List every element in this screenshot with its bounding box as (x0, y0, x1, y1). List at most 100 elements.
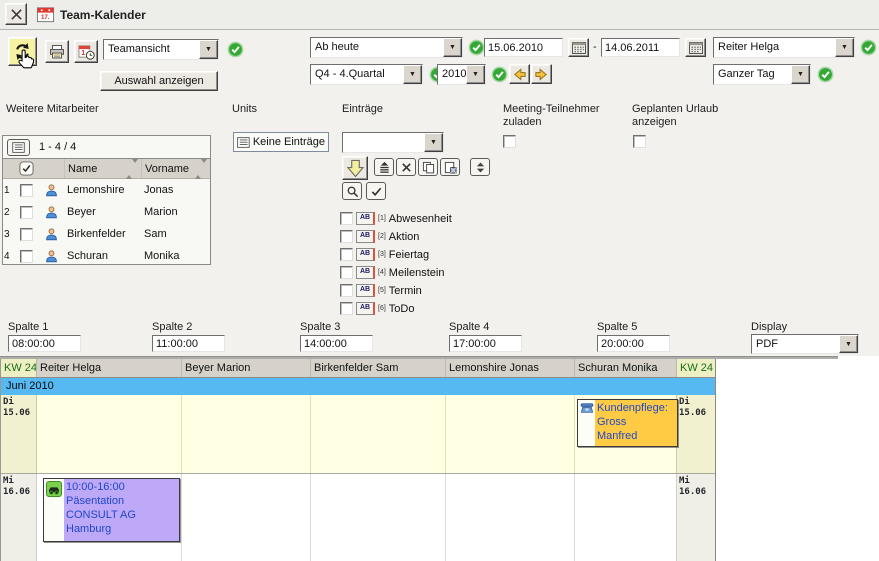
confirm-button[interactable] (366, 182, 386, 200)
allday-select[interactable]: Ganzer Tag ▼ (713, 64, 811, 85)
column-header-vorname[interactable]: Vorname (141, 158, 210, 179)
sort-icon[interactable] (126, 158, 138, 179)
next-button[interactable] (531, 64, 552, 84)
entry-type-checkbox[interactable] (340, 248, 353, 261)
range-select[interactable]: Ab heute ▼ (310, 37, 463, 58)
chevron-down-icon[interactable]: ▼ (403, 65, 422, 84)
check-circle-icon (817, 66, 834, 83)
show-selection-button[interactable]: Auswahl anzeigen (100, 71, 218, 91)
paste-button[interactable] (440, 158, 460, 176)
date-from-field[interactable] (485, 39, 562, 56)
day-weekday: Mi (3, 476, 14, 486)
units-empty-box: Keine Einträge (233, 132, 329, 152)
day-label: Mi 16.06 (1, 474, 37, 561)
date-to-field[interactable] (602, 39, 679, 56)
pager-list-button[interactable] (7, 138, 30, 156)
meeting-label-line2: zuladen (503, 116, 542, 128)
column-header-vorname-label: Vorname (145, 162, 190, 175)
calendar-cell[interactable] (446, 474, 575, 561)
view-select[interactable]: Teamansicht ▼ (103, 39, 219, 60)
row-checkbox[interactable] (20, 227, 33, 241)
spalte-5-field[interactable] (598, 336, 669, 351)
entry-type-checkbox[interactable] (340, 212, 353, 225)
table-row[interactable]: 1 Lemonshire Jonas (3, 179, 210, 201)
entry-type-label: Aktion (388, 230, 420, 243)
calendar-cell[interactable] (446, 395, 575, 473)
calendar-cell[interactable] (575, 474, 677, 561)
move-top-icon (379, 161, 389, 173)
date-from-picker-button[interactable] (568, 38, 589, 57)
check-circle-icon (491, 66, 508, 83)
ab-badge-icon: AB (356, 230, 375, 243)
date-picker-icon (571, 41, 586, 54)
person-select[interactable]: Reiter Helga ▼ (713, 37, 855, 58)
table-row[interactable]: 4 Schuran Monika (3, 245, 210, 267)
quarter-select-value: Q4 - 4.Quartal (315, 68, 385, 80)
entry-type-index: [3] (378, 251, 386, 258)
column-header-name[interactable]: Name (64, 158, 141, 179)
svg-text:1: 1 (81, 49, 85, 56)
ab-badge-icon: AB (356, 302, 375, 315)
cell-name: Lemonshire (67, 184, 125, 196)
sort-icon[interactable] (195, 158, 207, 179)
row-checkbox[interactable] (20, 249, 33, 263)
calendar-event-kundenpflege[interactable]: Kundenpflege: Gross Manfred (577, 399, 678, 447)
person-icon (45, 205, 57, 218)
search-button[interactable] (342, 182, 362, 200)
apply-down-button[interactable] (342, 156, 368, 180)
move-top-button[interactable] (374, 158, 394, 176)
person-column-header[interactable]: Schuran Monika (575, 359, 677, 377)
urlaub-checkbox[interactable] (633, 135, 646, 148)
chevron-down-icon[interactable]: ▼ (839, 335, 858, 353)
entry-type-checkbox[interactable] (340, 302, 353, 315)
entry-type-checkbox[interactable] (340, 284, 353, 297)
spalte-2-field[interactable] (153, 336, 224, 351)
prev-button[interactable] (509, 64, 530, 84)
date-to-picker-button[interactable] (685, 38, 706, 57)
spalte-3-label: Spalte 3 (300, 321, 341, 333)
row-checkbox[interactable] (20, 205, 33, 219)
calendar-cell[interactable] (37, 395, 182, 473)
calendar-cell[interactable] (182, 474, 311, 561)
cell-name: Beyer (67, 206, 96, 218)
spalte-1-field[interactable] (9, 336, 80, 351)
table-row[interactable]: 3 Birkenfelder Sam (3, 223, 210, 245)
person-column-header[interactable]: Reiter Helga (37, 359, 182, 377)
year-select[interactable]: 2010 ▼ (437, 64, 486, 85)
chevron-down-icon[interactable]: ▼ (199, 40, 218, 59)
spalte-4-field[interactable] (450, 336, 521, 351)
quarter-select[interactable]: Q4 - 4.Quartal ▼ (310, 64, 423, 85)
person-column-header[interactable]: Beyer Marion (182, 359, 311, 377)
eintraege-select[interactable]: ▼ (342, 132, 444, 153)
print-button[interactable] (45, 40, 69, 63)
calendar-cell[interactable] (311, 395, 446, 473)
calendar-cell[interactable] (182, 395, 311, 473)
chevron-down-icon[interactable]: ▼ (443, 38, 462, 57)
display-select[interactable]: PDF ▼ (751, 334, 859, 354)
calendar-clock-button[interactable]: 1 (74, 40, 98, 63)
spalte-3-field[interactable] (301, 336, 372, 351)
date-to-field-wrap (601, 38, 680, 57)
cell-vorname: Monika (144, 250, 180, 262)
select-all-button[interactable] (15, 161, 38, 176)
calendar-cell[interactable] (311, 474, 446, 561)
close-button[interactable] (5, 3, 27, 25)
chevron-down-icon[interactable]: ▼ (791, 65, 810, 84)
confirm-check-icon (371, 187, 381, 196)
sort-updown-button[interactable] (470, 158, 490, 176)
person-column-header[interactable]: Birkenfelder Sam (311, 359, 446, 377)
chevron-down-icon[interactable]: ▼ (835, 38, 854, 57)
meeting-checkbox[interactable] (503, 135, 516, 148)
entry-type-checkbox[interactable] (340, 230, 353, 243)
calendar-event-praesentation[interactable]: 10:00-16:00 Päsentation CONSULT AG Hambu… (43, 478, 180, 542)
day-weekday: Di (3, 397, 14, 407)
delete-button[interactable] (396, 158, 416, 176)
entry-type-checkbox[interactable] (340, 266, 353, 279)
entry-type-label: Abwesenheit (388, 212, 452, 225)
table-row[interactable]: 2 Beyer Marion (3, 201, 210, 223)
chevron-down-icon[interactable]: ▼ (466, 65, 485, 84)
copy-button[interactable] (418, 158, 438, 176)
chevron-down-icon[interactable]: ▼ (424, 133, 443, 152)
row-checkbox[interactable] (20, 183, 33, 197)
person-column-header[interactable]: Lemonshire Jonas (446, 359, 575, 377)
